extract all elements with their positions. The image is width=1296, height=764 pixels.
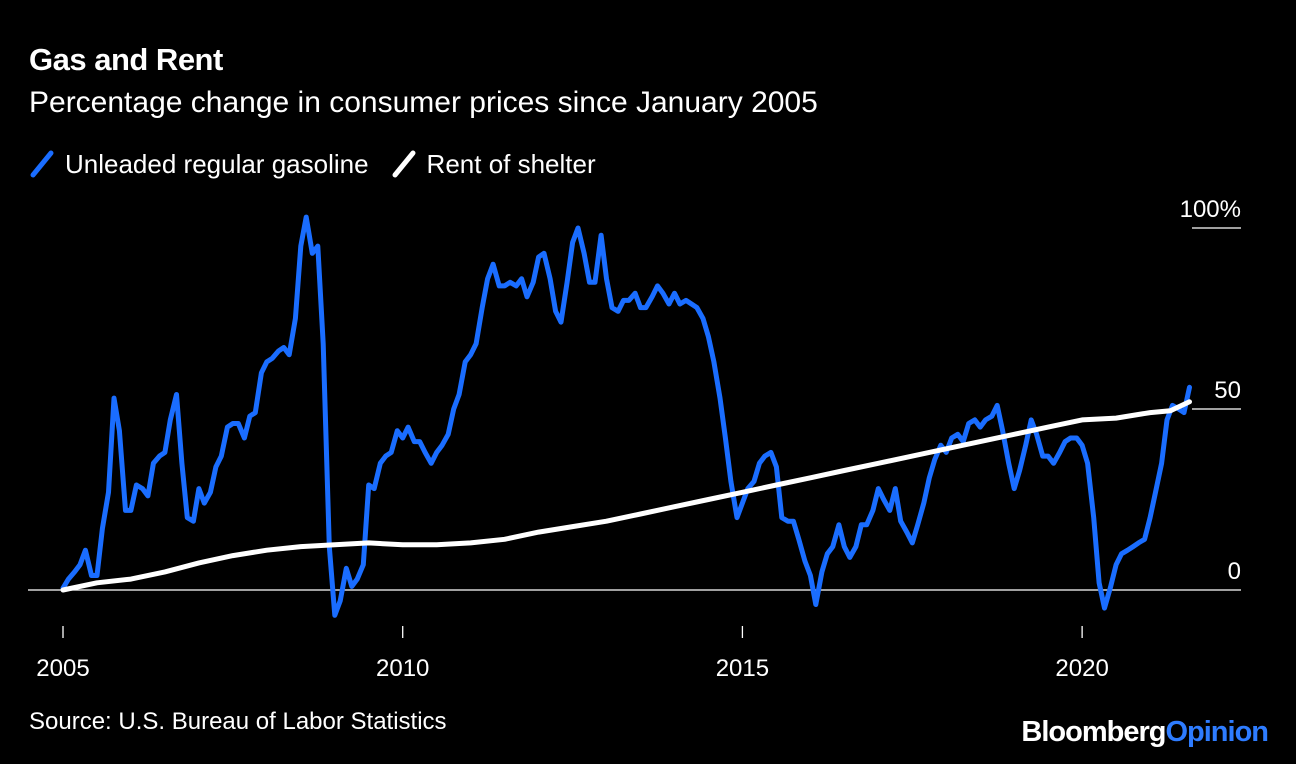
chart-subtitle: Percentage change in consumer prices sin… [29,86,818,119]
brand-primary: Bloomberg [1021,716,1166,748]
series-line-gasoline [60,214,1192,618]
x-tick-label: 2015 [716,655,769,682]
legend-label-rent: Rent of shelter [426,148,596,179]
legend-item-gasoline: Unleaded regular gasoline [29,148,369,180]
legend-swatch-gasoline [30,150,54,178]
brand-logo: BloombergOpinion [1021,716,1269,749]
legend-label-gasoline: Unleaded regular gasoline [65,148,369,179]
x-tick-label: 2020 [1055,655,1108,682]
brand-secondary: Opinion [1165,716,1269,748]
source-note: Source: U.S. Bureau of Labor Statistics [29,708,447,735]
y-tick-label: 50 [1214,377,1241,404]
series-line-rent [60,399,1192,593]
chart-title: Gas and Rent [29,42,223,77]
y-tick-label: 0 [1228,558,1241,585]
x-tick-label: 2005 [36,655,89,682]
x-tick-label: 2010 [376,655,429,682]
y-tick-label: 100% [1180,196,1241,223]
legend: Unleaded regular gasoline Rent of shelte… [29,148,618,180]
legend-swatch-rent [392,150,416,178]
legend-item-rent: Rent of shelter [391,148,596,180]
